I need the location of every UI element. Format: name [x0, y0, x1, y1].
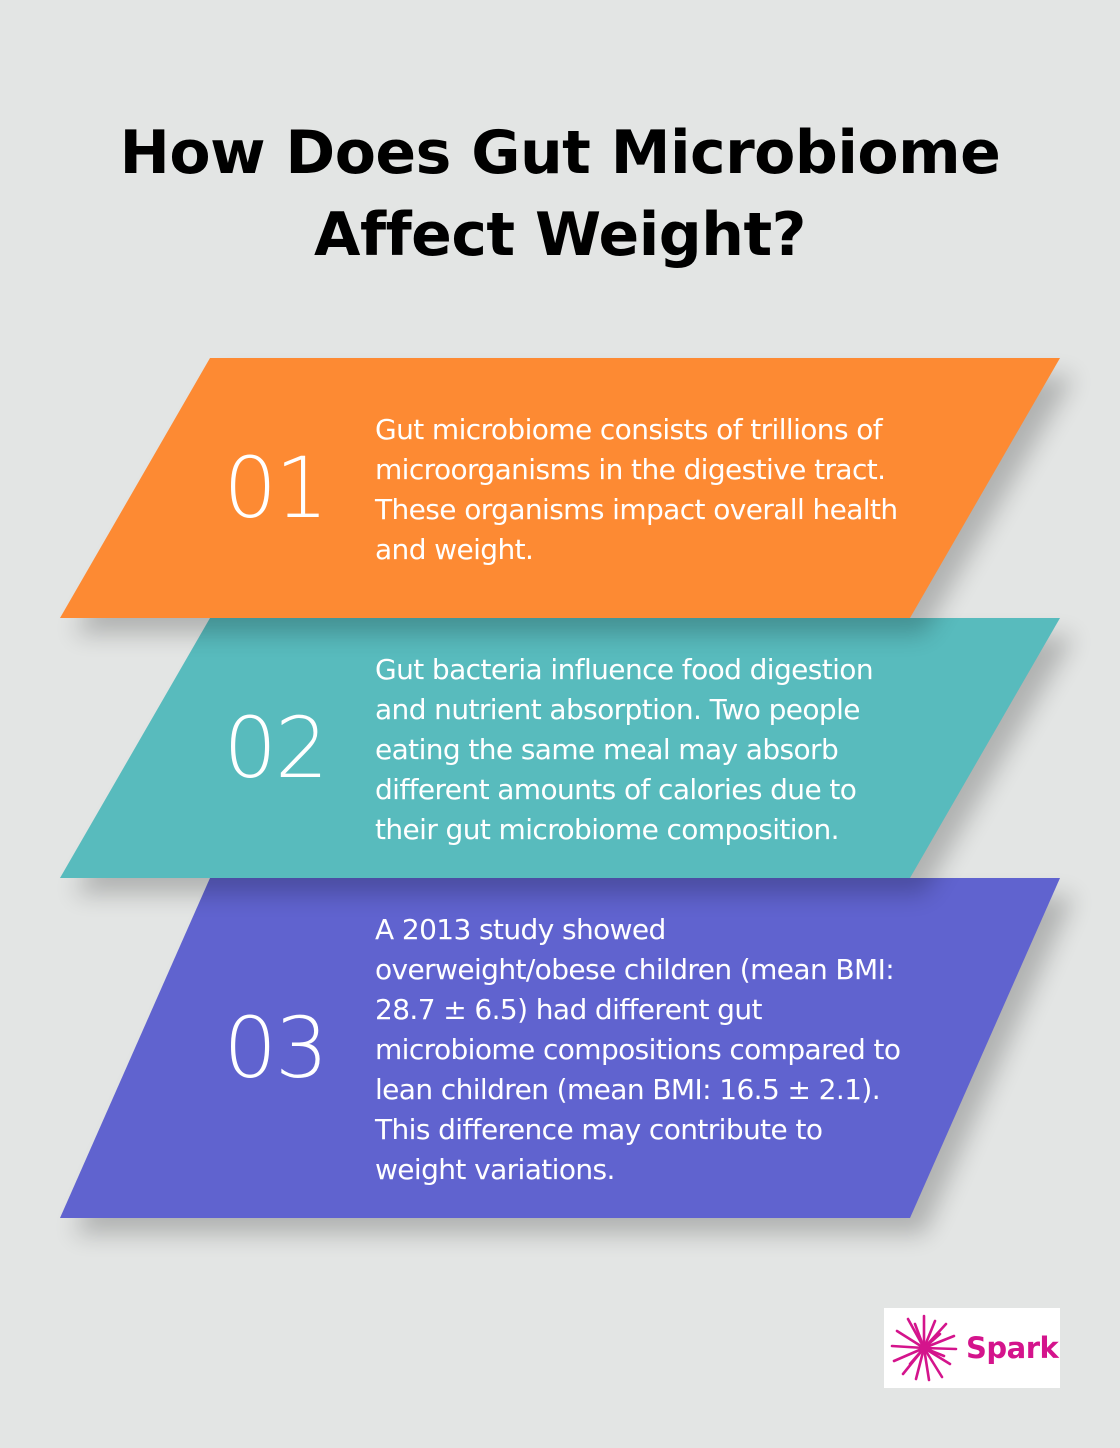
- spark-logo: Spark: [884, 1308, 1060, 1388]
- step-2-text: Gut bacteria influence food digestion an…: [375, 653, 874, 846]
- step-3-text: A 2013 study showed overweight/obese chi…: [375, 913, 901, 1186]
- spark-logo-text: Spark: [966, 1331, 1059, 1365]
- spark-burst-icon: [890, 1314, 958, 1382]
- step-3-panel: [60, 878, 1074, 1234]
- step-3-number: 03: [223, 999, 329, 1097]
- step-2-number: 02: [223, 699, 329, 797]
- step-1-number: 01: [223, 439, 329, 537]
- step-2-panel: [60, 618, 1074, 894]
- step-1-text: Gut microbiome consists of trillions of …: [375, 413, 898, 566]
- page-title: How Does Gut Microbiome Affect Weight?: [119, 118, 1001, 270]
- step-1-panel: [60, 358, 1074, 634]
